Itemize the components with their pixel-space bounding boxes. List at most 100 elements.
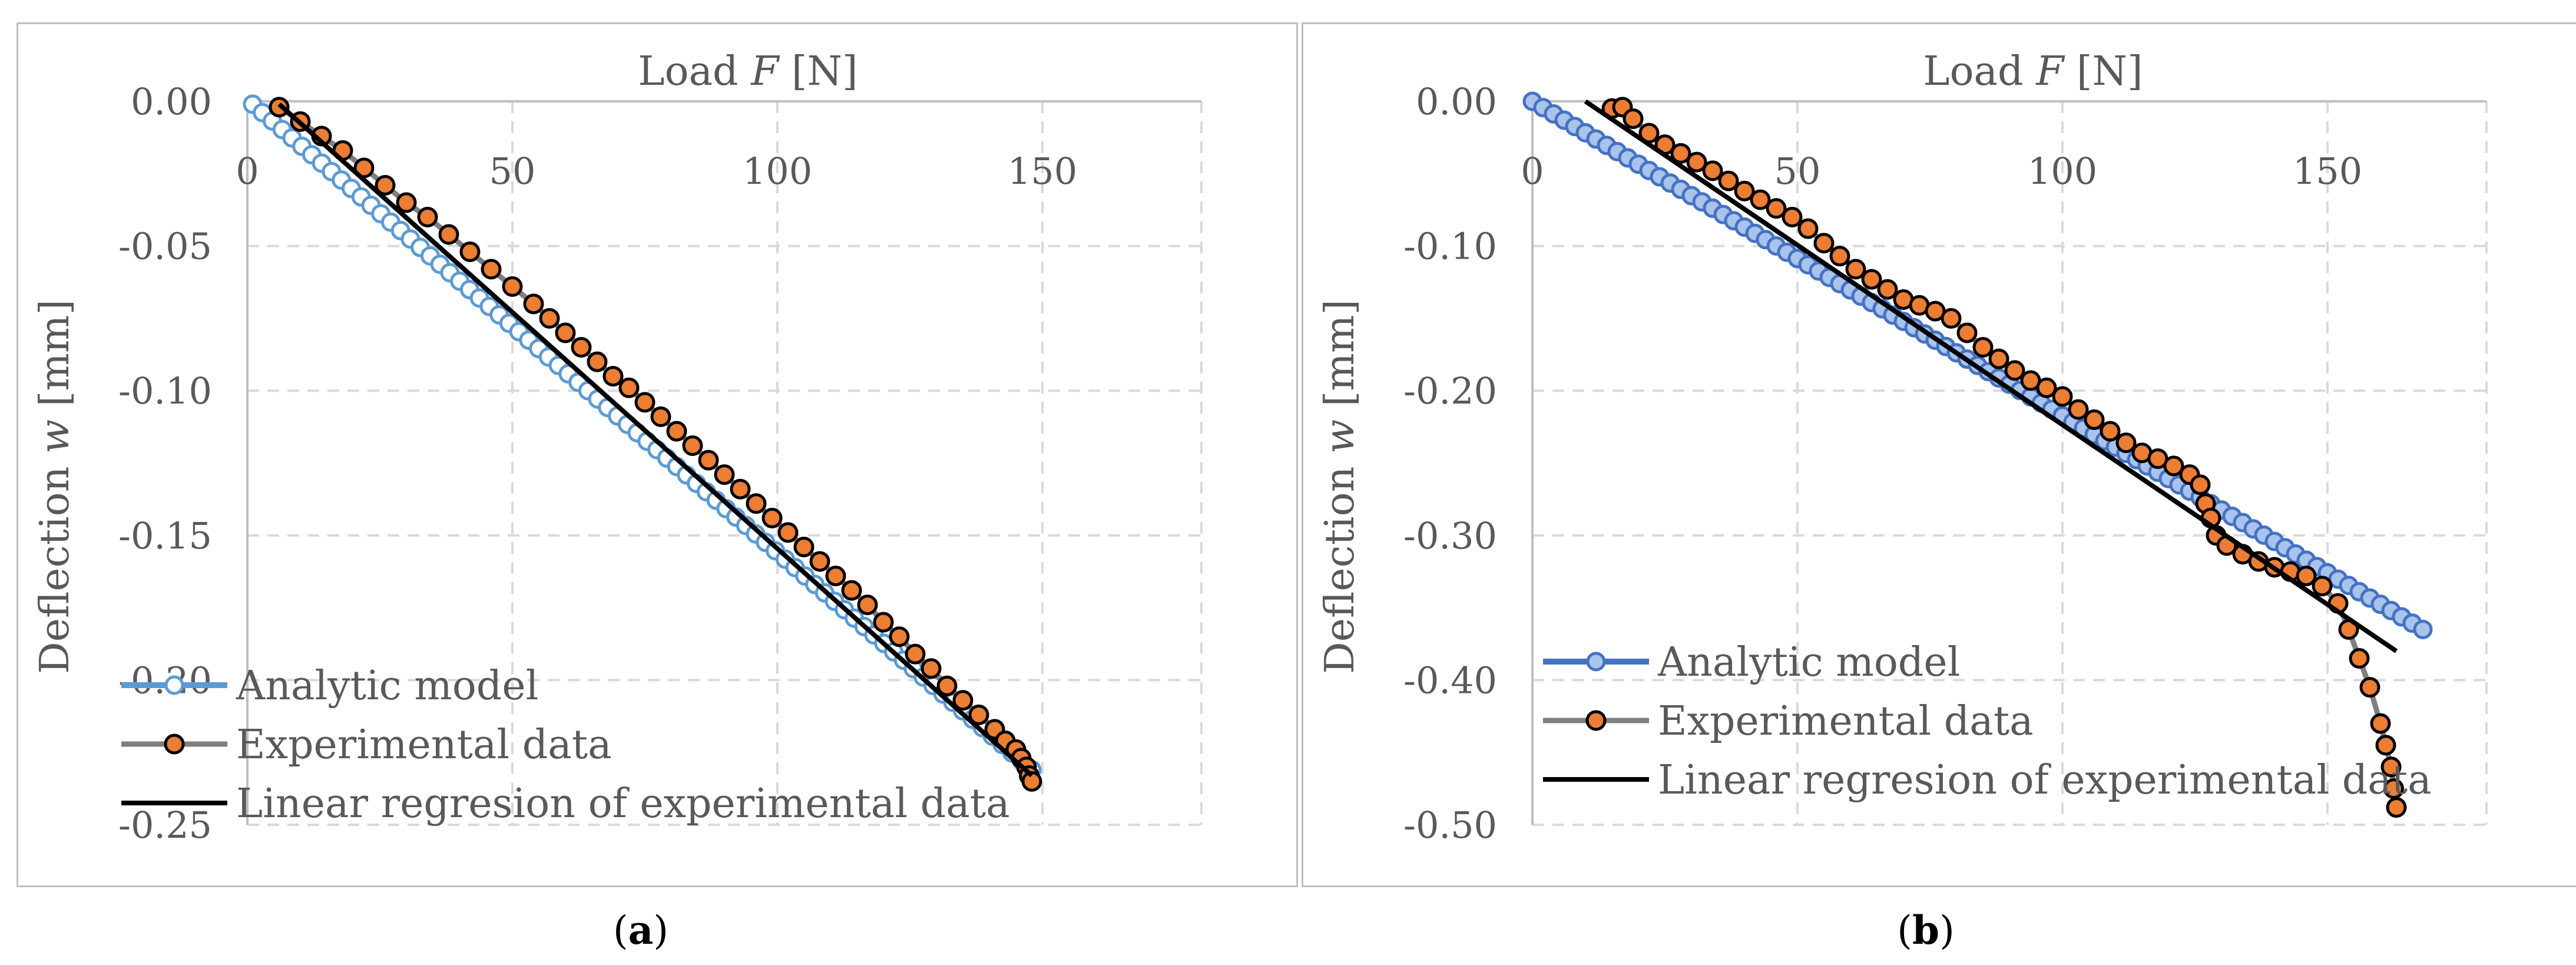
chart-a-x-axis-title: Load F [N] xyxy=(638,48,857,95)
chart-b-experimental-point xyxy=(1972,337,1994,358)
chart-a: 0.00 -0.05 -0.10 -0.15 -0.20 -0.25 0 50 100 150 Lo… xyxy=(16,22,1298,887)
chart-b-ytick-label: -0.10 xyxy=(1403,225,1497,268)
chart-b-experimental-point xyxy=(2084,409,2105,430)
chart-b-xtick-label: 0 xyxy=(1521,150,1544,193)
chart-b-experimental-point xyxy=(2359,677,2380,698)
chart-a-experimental-point xyxy=(889,626,910,647)
chart-a-ytick-label: -0.10 xyxy=(118,369,212,412)
chart-b-experimental-point xyxy=(2380,756,2402,778)
chart-b-xtick-label: 150 xyxy=(2293,150,2362,193)
chart-b-experimental-point xyxy=(2100,421,2121,442)
chart-a-legend-experimental-label: Experimental data xyxy=(236,722,612,768)
chart-b: 0.00 -0.10 -0.20 -0.30 -0.40 -0.50 0 50 100 150 Lo… xyxy=(1302,22,2576,887)
chart-a-experimental-point xyxy=(905,643,926,665)
chart-a-experimental-point xyxy=(555,322,576,343)
chart-a-xtick-label: 50 xyxy=(489,150,536,193)
caption-a: (a) xyxy=(612,907,669,953)
chart-b-ytick-label: -0.20 xyxy=(1403,369,1497,412)
chart-a-xtick-label: 150 xyxy=(1008,150,1077,193)
chart-b-experimental-point xyxy=(1861,269,1882,290)
chart-a-experimental-point xyxy=(921,658,942,679)
chart-b-experimental-point xyxy=(2370,713,2391,734)
chart-b-experimental-point xyxy=(1813,233,1835,254)
chart-b-legend-experimental-label: Experimental data xyxy=(1658,698,2034,745)
chart-b-analytic-point xyxy=(2413,619,2433,639)
chart-a-experimental-point xyxy=(602,366,624,387)
chart-a-experimental-point xyxy=(730,478,751,500)
chart-b-experimental-point xyxy=(2163,455,2184,477)
chart-a-experimental-point xyxy=(481,259,502,280)
chart-a-regression-line xyxy=(277,102,1034,778)
chart-a-experimental-point xyxy=(714,464,735,485)
chart-a-experimental-point xyxy=(793,536,814,557)
chart-b-experimental-point xyxy=(1782,206,1803,227)
chart-a-experimental-point xyxy=(502,276,523,297)
chart-a-experimental-point xyxy=(666,421,687,442)
chart-a-ytick-label: -0.15 xyxy=(118,514,212,557)
chart-a-experimental-point xyxy=(857,594,878,616)
caption-b: (b) xyxy=(1897,907,1955,953)
chart-b-experimental-point xyxy=(1702,160,1723,181)
chart-b-experimental-point xyxy=(1670,143,1691,164)
chart-b-regression-line xyxy=(1584,99,2398,653)
chart-b-experimental-point xyxy=(1623,108,1644,129)
chart-b-experimental-point xyxy=(2349,648,2370,669)
chart-b-experimental-point xyxy=(2375,735,2396,756)
chart-a-experimental-point xyxy=(618,377,640,398)
chart-b-ytick-label: -0.30 xyxy=(1403,514,1497,557)
chart-a-experimental-point xyxy=(682,435,703,457)
chart-b-experimental-point xyxy=(2052,386,2073,407)
chart-b-experimental-point xyxy=(1797,218,1819,239)
chart-a-experimental-point xyxy=(539,308,560,329)
chart-a-ytick-label: -0.05 xyxy=(118,225,212,268)
chart-b-experimental-point xyxy=(2115,432,2137,454)
chart-a-experimental-point xyxy=(523,293,544,315)
chart-a-legend-regression-label: Linear regresion of experimental data xyxy=(236,781,1010,827)
chart-b-experimental-point xyxy=(1845,259,1866,280)
chart-b-experimental-point xyxy=(1941,308,1962,329)
chart-b-experimental-point xyxy=(2036,377,2057,398)
chart-a-legend-analytic-label: Analytic model xyxy=(236,663,538,709)
chart-a-experimental-point xyxy=(396,192,417,213)
chart-a-experimental-point xyxy=(571,337,592,358)
chart-b-experimental-point xyxy=(2296,566,2317,587)
chart-a-experimental-point xyxy=(777,522,799,543)
chart-a-experimental-point xyxy=(952,690,974,711)
chart-b-x-axis-title: Load F [N] xyxy=(1923,48,2143,95)
chart-a-experimental-point xyxy=(746,493,767,514)
chart-a-experimental-point xyxy=(698,450,719,471)
chart-a-experimental-point xyxy=(809,551,830,572)
chart-b-legend-analytic-label: Analytic model xyxy=(1657,639,1960,686)
chart-b-legend: Analytic model Experimental data Linear re… xyxy=(1543,639,2432,804)
chart-b-experimental-point xyxy=(1988,348,2009,369)
chart-b-experimental-point xyxy=(1956,322,1978,343)
chart-a-experimental-point xyxy=(375,174,396,196)
chart-a-experimental-point xyxy=(841,580,862,601)
chart-b-experimental-point xyxy=(2386,797,2407,818)
chart-a-experimental-point xyxy=(936,675,958,696)
chart-a-experimental-point xyxy=(587,351,608,372)
chart-b-ytick-label: -0.40 xyxy=(1403,659,1497,702)
chart-a-ytick-label: 0.00 xyxy=(131,80,212,123)
chart-a-ytick-label: -0.25 xyxy=(118,804,212,847)
chart-a-experimental-point xyxy=(873,612,894,633)
chart-b-legend-regression-label: Linear regresion of experimental data xyxy=(1658,757,2432,804)
chart-b-experimental-point xyxy=(1877,279,1898,300)
chart-b-xtick-label: 100 xyxy=(2028,150,2097,193)
chart-a-experimental-point xyxy=(761,507,783,528)
chart-b-legend-analytic-marker xyxy=(1586,652,1606,672)
chart-a-experimental-point xyxy=(968,704,989,725)
chart-b-experimental-point xyxy=(1686,151,1707,173)
chart-b-experimental-point xyxy=(1829,246,1850,267)
chart-b-xtick-label: 50 xyxy=(1774,150,1821,193)
chart-a-experimental-point xyxy=(650,406,671,427)
chart-b-experimental-point xyxy=(1750,189,1771,210)
chart-b-experimental-point xyxy=(2068,399,2089,420)
chart-a-experimental-point xyxy=(438,224,459,245)
chart-a-experimental-point xyxy=(825,566,846,587)
chart-b-experimental-point xyxy=(1734,180,1755,201)
chart-a-experimental-point xyxy=(634,392,655,413)
chart-b-experimental-point xyxy=(2383,778,2404,799)
chart-b-frame xyxy=(1302,22,2576,887)
chart-b-experimental-point xyxy=(2004,360,2025,381)
